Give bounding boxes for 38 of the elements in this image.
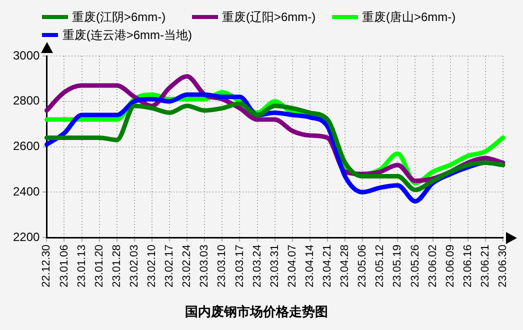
x-tick-label: 23.06.16 (462, 244, 474, 288)
x-tick-label: 23.05.06 (356, 244, 369, 288)
x-tick-label: 23.06.30 (497, 244, 510, 288)
legend-label: 重废(连云港>6mm-当地) (62, 26, 192, 44)
text: 国内废钢市场价格走势图 (185, 304, 328, 319)
x-tick-label: 23.03.17 (234, 244, 246, 288)
x-tick-label: 23.06.21 (479, 244, 492, 288)
legend-label: 重废(辽阳>6mm-) (222, 8, 316, 26)
x-tick-label: 23.01.13 (76, 244, 88, 288)
line-series (44, 101, 506, 192)
x-tick-label: 23.01.20 (93, 244, 106, 288)
x-tick-label: 23.04.28 (339, 244, 352, 288)
x-tick-label: 23.04.21 (322, 244, 334, 288)
x-tick-label: 23.03.31 (268, 244, 281, 288)
x-tick-label: 23.02.03 (128, 244, 140, 288)
x-tick-label: 23.04.07 (286, 244, 298, 288)
x-tick-label: 23.03.03 (198, 244, 211, 288)
y-tick-label: 2600 (12, 139, 40, 154)
x-tick-label: 23.06.09 (444, 244, 456, 288)
x-tick-label: 23.01.06 (58, 244, 70, 288)
legend-label: 重废(唐山>6mm-) (362, 8, 456, 26)
x-tick-label: 23.02.10 (146, 244, 158, 288)
x-tick-label: 23.05.12 (374, 244, 386, 288)
y-tick-label: 2200 (12, 230, 40, 244)
x-tick-label: 23.03.24 (251, 244, 264, 288)
x-tick-label: 22.12.30 (40, 244, 53, 288)
legend-label: 重废(江阴>6mm-) (72, 8, 166, 26)
x-tick-label: 23.01.28 (110, 244, 123, 288)
x-tick-label: 23.02.24 (181, 244, 194, 288)
x-tick-label: 23.06.02 (426, 244, 439, 288)
y-tick-label: 3000 (12, 48, 40, 62)
x-tick-label: 23.04.14 (304, 244, 316, 288)
x-tick-label: 23.03.10 (216, 244, 228, 288)
y-tick-label: 2400 (12, 184, 40, 198)
x-tick-label: 23.02.17 (164, 244, 176, 288)
x-tick-label: 23.05.26 (409, 244, 422, 288)
y-tick-label: 2800 (12, 94, 40, 108)
x-tick-label: 23.05.19 (392, 244, 404, 288)
